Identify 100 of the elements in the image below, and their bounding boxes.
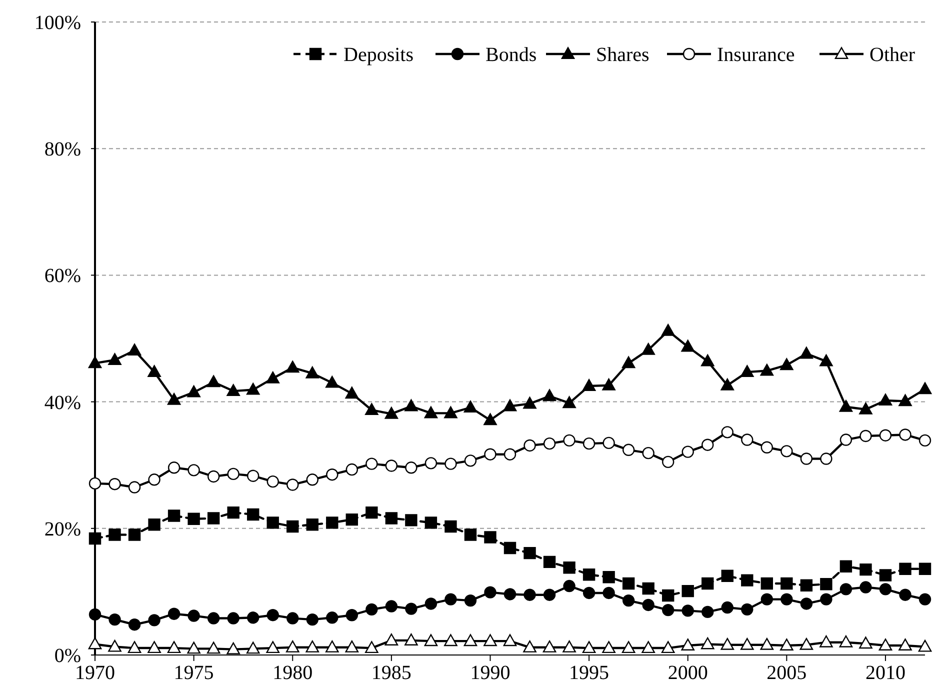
point [780, 445, 793, 458]
point [128, 344, 142, 356]
point [148, 614, 160, 626]
point [642, 641, 655, 654]
point [899, 428, 912, 441]
point [741, 603, 754, 616]
legend-label: Deposits [344, 44, 414, 66]
point [366, 458, 378, 470]
point [464, 528, 477, 541]
point [602, 436, 615, 450]
point [622, 594, 635, 607]
point [226, 642, 240, 654]
point [306, 640, 320, 652]
point [226, 384, 240, 396]
point [661, 641, 675, 654]
point [800, 346, 814, 359]
point [227, 468, 240, 480]
point [582, 437, 596, 450]
point [741, 434, 754, 446]
point [385, 600, 398, 612]
point [740, 638, 754, 650]
point [187, 385, 200, 398]
point [168, 462, 180, 474]
point [246, 642, 260, 654]
point [899, 562, 912, 576]
point [662, 604, 674, 616]
point [444, 406, 458, 418]
point [286, 520, 299, 533]
point [326, 612, 338, 624]
x-tick-label: 2000 [668, 662, 708, 684]
point [424, 598, 438, 610]
point [188, 512, 200, 526]
point [404, 399, 418, 412]
point [384, 406, 398, 419]
point [780, 593, 793, 606]
point [346, 463, 358, 476]
point [524, 546, 536, 560]
point [206, 375, 220, 388]
point [879, 429, 892, 442]
point [504, 588, 516, 600]
point [681, 340, 695, 352]
y-tick-label: 20% [44, 518, 81, 540]
point [207, 612, 220, 624]
point [760, 638, 774, 650]
point [464, 400, 478, 412]
point [800, 598, 813, 610]
point [820, 578, 832, 590]
point [366, 603, 378, 616]
point [918, 640, 932, 652]
point [820, 354, 833, 366]
point [188, 610, 200, 622]
point [326, 516, 338, 529]
point [543, 556, 556, 568]
point [840, 583, 852, 596]
point [622, 356, 636, 368]
point [326, 468, 338, 481]
point [306, 366, 320, 378]
point [108, 478, 121, 490]
point [562, 640, 576, 652]
point [246, 382, 260, 395]
point [543, 588, 556, 601]
y-tick-label: 80% [44, 138, 81, 161]
point [622, 641, 636, 654]
point [543, 437, 556, 450]
point [760, 441, 774, 454]
point [563, 434, 576, 446]
point [128, 481, 141, 494]
point [148, 518, 160, 531]
point [800, 452, 813, 465]
point [266, 516, 279, 529]
point [128, 641, 142, 654]
point [523, 640, 536, 652]
point [345, 386, 359, 399]
point [246, 470, 260, 482]
point [464, 454, 477, 467]
point [839, 400, 853, 412]
point [148, 365, 161, 378]
point [542, 389, 556, 402]
point [405, 602, 418, 615]
point [700, 354, 714, 366]
x-tick-label: 1995 [569, 662, 610, 684]
x-tick-label: 2010 [865, 662, 906, 684]
point [384, 634, 398, 646]
point [227, 612, 240, 624]
point [582, 641, 596, 654]
point [662, 589, 674, 602]
point [602, 378, 616, 390]
point [760, 364, 774, 376]
point [681, 638, 695, 651]
point [780, 638, 794, 651]
point [740, 365, 754, 378]
point [898, 638, 912, 651]
point [366, 506, 378, 519]
point [444, 593, 457, 606]
point [721, 426, 734, 438]
point [860, 430, 872, 442]
point [524, 439, 536, 452]
point [563, 580, 576, 592]
point [266, 641, 280, 654]
point [444, 458, 457, 470]
